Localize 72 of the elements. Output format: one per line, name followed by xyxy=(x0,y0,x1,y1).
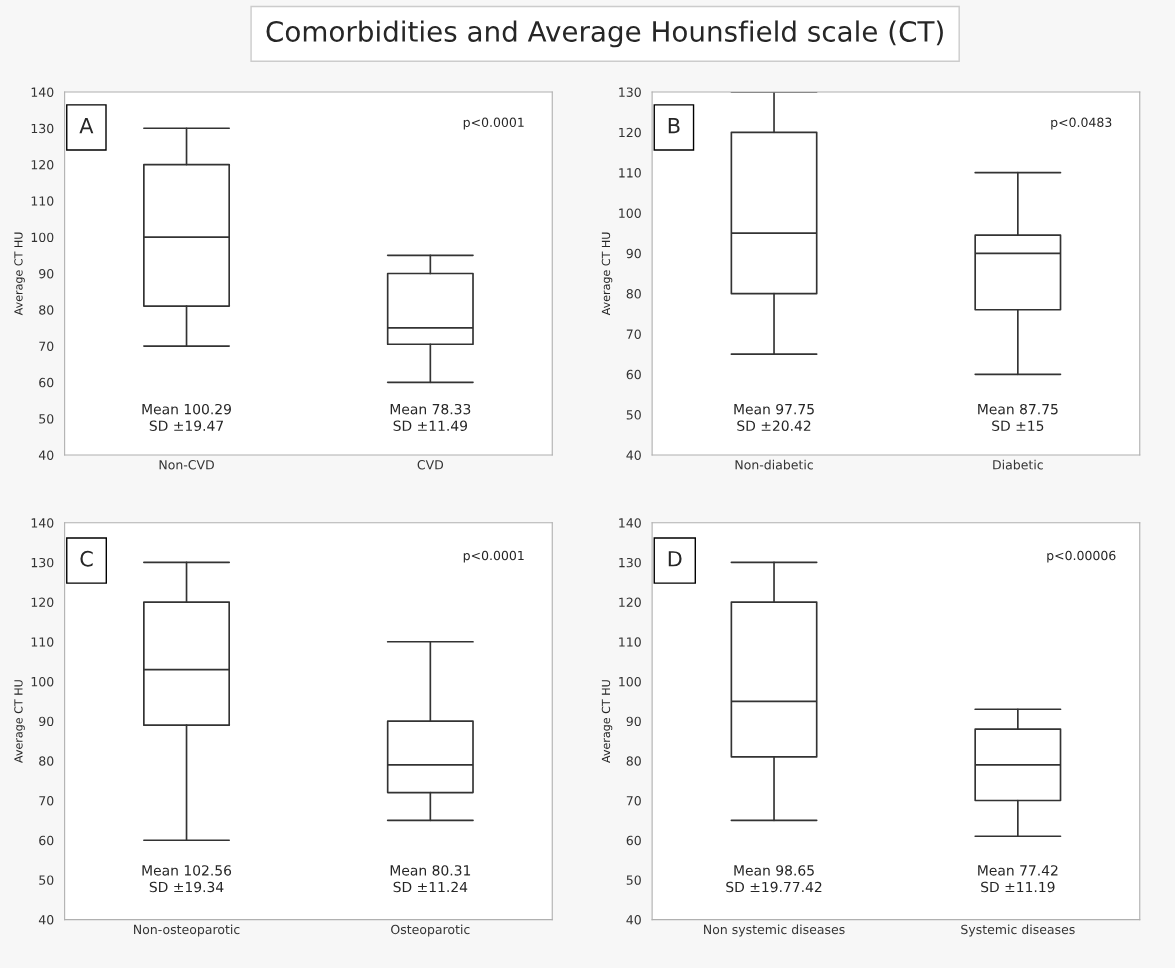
y-tick-label: 80 xyxy=(626,289,641,299)
y-tick-label: 40 xyxy=(38,915,54,925)
annotation: Mean 87.75 SD ±15 xyxy=(978,403,1058,431)
annotation: D xyxy=(668,551,682,567)
x-tick-label: Systemic diseases xyxy=(961,924,1075,937)
y-tick-label: 100 xyxy=(31,676,54,687)
y-tick-label: 50 xyxy=(626,410,641,420)
y-tick-label: 90 xyxy=(626,716,641,727)
annotation: B xyxy=(668,118,680,134)
y-tick-label: 140 xyxy=(619,518,641,528)
y-tick-label: 120 xyxy=(619,597,641,608)
y-axis-title: Average CT HU xyxy=(601,232,613,316)
annotation: Mean 102.56 SD ±19.34 xyxy=(142,865,232,893)
annotation: Mean 78.33 SD ±11.49 xyxy=(390,403,471,431)
y-tick-label: 70 xyxy=(626,329,641,339)
annotation: Mean 77.42 SD ±11.19 xyxy=(978,865,1058,893)
y-tick-label: 40 xyxy=(38,450,54,460)
y-tick-label: 40 xyxy=(626,450,641,460)
y-tick-label: 100 xyxy=(619,676,641,687)
y-tick-label: 70 xyxy=(626,796,641,806)
y-tick-label: 90 xyxy=(39,268,54,279)
y-tick-label: 120 xyxy=(619,127,641,138)
y-tick-label: 130 xyxy=(31,557,54,568)
annotation: C xyxy=(80,550,93,567)
y-tick-label: 60 xyxy=(626,835,641,846)
y-tick-label: 80 xyxy=(626,756,641,766)
y-tick-label: 140 xyxy=(31,87,54,97)
y-tick-label: 40 xyxy=(626,915,641,925)
annotation: p<0.00006 xyxy=(1047,550,1116,563)
y-tick-label: 80 xyxy=(39,756,54,766)
x-tick-label: Non systemic diseases xyxy=(704,924,845,937)
x-tick-label: Diabetic xyxy=(993,459,1043,470)
annotation: Mean 80.31 SD ±11.24 xyxy=(390,865,471,893)
annotation: p<0.0001 xyxy=(463,117,524,130)
annotation: p<0.0001 xyxy=(463,550,524,563)
y-tick-label: 90 xyxy=(626,248,641,259)
x-tick-label: Non-osteoparotic xyxy=(134,924,240,937)
y-tick-label: 50 xyxy=(39,875,54,885)
x-tick-label: Non-CVD xyxy=(159,460,214,470)
annotation: A xyxy=(79,118,94,134)
y-tick-label: 140 xyxy=(31,518,54,528)
y-tick-label: 80 xyxy=(39,305,54,315)
y-tick-label: 70 xyxy=(39,341,54,351)
y-tick-label: 90 xyxy=(39,716,54,727)
y-axis-title: Average CT HU xyxy=(601,680,613,763)
y-tick-label: 50 xyxy=(39,414,54,424)
y-axis-title: Average CT HU xyxy=(14,680,25,763)
annotation: Mean 98.65 SD ±19.77.42 xyxy=(726,865,822,893)
y-tick-label: 120 xyxy=(31,160,54,170)
y-tick-label: 70 xyxy=(39,796,54,806)
y-tick-label: 50 xyxy=(626,875,641,885)
y-tick-label: 110 xyxy=(31,637,54,647)
x-tick-label: Non-diabetic xyxy=(735,459,813,470)
chart-title: Comorbidities and Average Hounsfield scale (CT) xyxy=(266,20,943,48)
y-tick-label: 100 xyxy=(31,232,54,243)
x-tick-label: CVD xyxy=(417,460,444,470)
y-tick-label: 110 xyxy=(619,168,641,178)
annotation: Mean 97.75 SD ±20.42 xyxy=(734,403,814,431)
x-tick-label: Osteoparotic xyxy=(391,924,470,937)
y-tick-label: 60 xyxy=(39,835,54,846)
y-tick-label: 130 xyxy=(31,123,54,134)
y-axis-title: Average CT HU xyxy=(14,232,25,316)
y-tick-label: 130 xyxy=(619,87,641,97)
y-tick-label: 100 xyxy=(619,208,641,218)
y-tick-label: 110 xyxy=(619,637,641,647)
y-tick-label: 110 xyxy=(31,196,54,206)
y-tick-label: 60 xyxy=(39,377,54,388)
y-tick-label: 60 xyxy=(626,369,641,380)
annotation: p<0.0483 xyxy=(1051,117,1112,130)
annotation: Mean 100.29 SD ±19.47 xyxy=(142,403,231,431)
y-tick-label: 130 xyxy=(619,557,641,568)
y-tick-label: 120 xyxy=(31,597,54,608)
